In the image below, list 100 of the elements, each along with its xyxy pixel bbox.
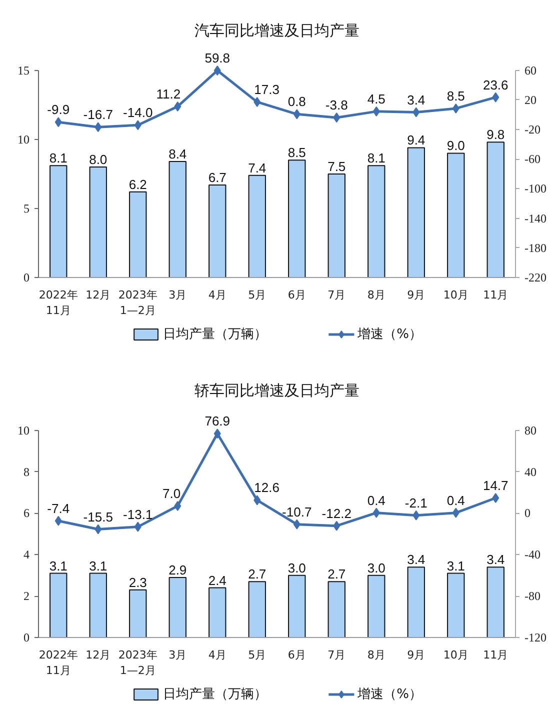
data-label: -15.5 bbox=[83, 509, 113, 524]
bar bbox=[407, 147, 425, 278]
data-label: -2.1 bbox=[404, 495, 428, 510]
chart-title: 汽车同比增速及日均产量 bbox=[194, 22, 360, 40]
y2-tick-label: 20 bbox=[524, 92, 536, 107]
y2-tick-label: -100 bbox=[524, 182, 546, 196]
bar bbox=[89, 572, 107, 638]
y2-tick-label: -40 bbox=[524, 548, 540, 562]
bar bbox=[486, 142, 504, 278]
data-label: 2.4 bbox=[208, 572, 226, 588]
y-tick-label: 15 bbox=[18, 63, 30, 78]
y2-tick-label: -120 bbox=[524, 630, 546, 644]
point bbox=[452, 103, 460, 114]
y-tick-label: 5 bbox=[24, 201, 30, 216]
chart-title: 轿车同比增速及日均产量 bbox=[194, 382, 360, 400]
data-label: 3.4 bbox=[407, 552, 426, 568]
y2-tick-label: 60 bbox=[524, 63, 536, 78]
data-label: 3.0 bbox=[367, 560, 386, 576]
x-tick-label: 11月 bbox=[483, 288, 508, 302]
data-label: 3.1 bbox=[446, 558, 465, 574]
point bbox=[333, 112, 340, 123]
y-tick-label: 0 bbox=[24, 630, 30, 644]
bar bbox=[407, 566, 425, 638]
data-label: 3.4 bbox=[486, 552, 505, 568]
data-label: -16.7 bbox=[83, 107, 113, 122]
data-label: -9.9 bbox=[47, 102, 70, 118]
bar bbox=[50, 572, 68, 638]
bar bbox=[208, 587, 226, 638]
x-tick-label: 6月 bbox=[288, 288, 306, 302]
point bbox=[452, 508, 460, 518]
data-label: 8.1 bbox=[49, 150, 68, 166]
y2-tick-label: 0 bbox=[524, 506, 530, 520]
data-label: 9.8 bbox=[486, 127, 505, 142]
y2-tick-label: -20 bbox=[524, 122, 540, 137]
point bbox=[94, 524, 102, 534]
y-tick-label: 0 bbox=[24, 270, 30, 284]
data-label: 3.1 bbox=[89, 558, 108, 574]
point bbox=[174, 101, 182, 112]
data-label: 4.5 bbox=[367, 91, 386, 106]
x-tick-label: 2023年 1—2月 bbox=[118, 288, 158, 318]
data-label: 6.7 bbox=[208, 170, 226, 185]
x-tick-label: 3月 bbox=[168, 288, 187, 302]
point bbox=[333, 520, 340, 531]
bar bbox=[368, 165, 386, 278]
data-label: 7.5 bbox=[328, 158, 346, 174]
x-tick-label: 12月 bbox=[86, 648, 111, 662]
bar bbox=[486, 566, 504, 638]
data-label: 59.8 bbox=[204, 50, 230, 66]
y2-tick-label: -220 bbox=[524, 270, 546, 284]
point bbox=[293, 109, 300, 120]
point bbox=[254, 495, 261, 506]
data-label: 76.9 bbox=[204, 414, 230, 429]
data-label: 12.6 bbox=[254, 480, 280, 496]
y2-tick-label: -180 bbox=[524, 240, 546, 255]
point bbox=[412, 107, 420, 118]
x-tick-label: 6月 bbox=[288, 648, 306, 662]
bar bbox=[447, 152, 465, 278]
bar bbox=[168, 161, 186, 278]
x-tick-label: 11月 bbox=[483, 648, 508, 662]
data-label: 2.7 bbox=[328, 566, 346, 582]
x-tick-label: 2022年 11月 bbox=[38, 648, 78, 678]
x-tick-label: 5月 bbox=[248, 648, 266, 662]
data-label: 14.7 bbox=[482, 478, 508, 494]
data-label: 17.3 bbox=[254, 82, 280, 97]
point bbox=[492, 92, 500, 102]
data-label: 3.1 bbox=[49, 558, 68, 574]
x-tick-label: 4月 bbox=[208, 648, 226, 662]
bar bbox=[328, 581, 346, 638]
point bbox=[134, 522, 142, 532]
data-label: 9.0 bbox=[446, 138, 465, 154]
point bbox=[174, 500, 182, 511]
bar bbox=[50, 165, 68, 278]
x-tick-label: 7月 bbox=[328, 648, 346, 662]
data-label: 8.0 bbox=[89, 152, 108, 168]
y2-tick-label: -140 bbox=[524, 211, 546, 226]
bar bbox=[89, 166, 107, 278]
bar bbox=[368, 574, 386, 638]
data-label: 7.0 bbox=[162, 486, 181, 501]
y-tick-label: 4 bbox=[24, 548, 30, 562]
point bbox=[412, 510, 420, 520]
x-tick-label: 10月 bbox=[443, 288, 468, 302]
y-tick-label: 8 bbox=[24, 464, 30, 479]
data-label: -3.8 bbox=[325, 98, 348, 113]
x-tick-label: 2022年 11月 bbox=[38, 288, 78, 318]
data-label: -7.4 bbox=[47, 500, 70, 516]
data-label: 2.3 bbox=[128, 574, 147, 590]
data-label: 2.9 bbox=[168, 562, 187, 578]
data-label: 8.5 bbox=[446, 88, 465, 104]
bar bbox=[248, 174, 266, 278]
y2-tick-label: 80 bbox=[524, 423, 536, 438]
x-tick-label: 3月 bbox=[168, 648, 187, 662]
x-tick-label: 9月 bbox=[407, 648, 426, 662]
bar bbox=[288, 574, 306, 638]
point bbox=[214, 428, 221, 439]
legend-label: 日均产量（万辆） bbox=[163, 327, 268, 342]
x-tick-label: 5月 bbox=[248, 288, 266, 302]
bar bbox=[129, 589, 147, 638]
point bbox=[293, 519, 300, 530]
data-label: 11.2 bbox=[156, 86, 181, 102]
data-label: -10.7 bbox=[282, 504, 312, 520]
